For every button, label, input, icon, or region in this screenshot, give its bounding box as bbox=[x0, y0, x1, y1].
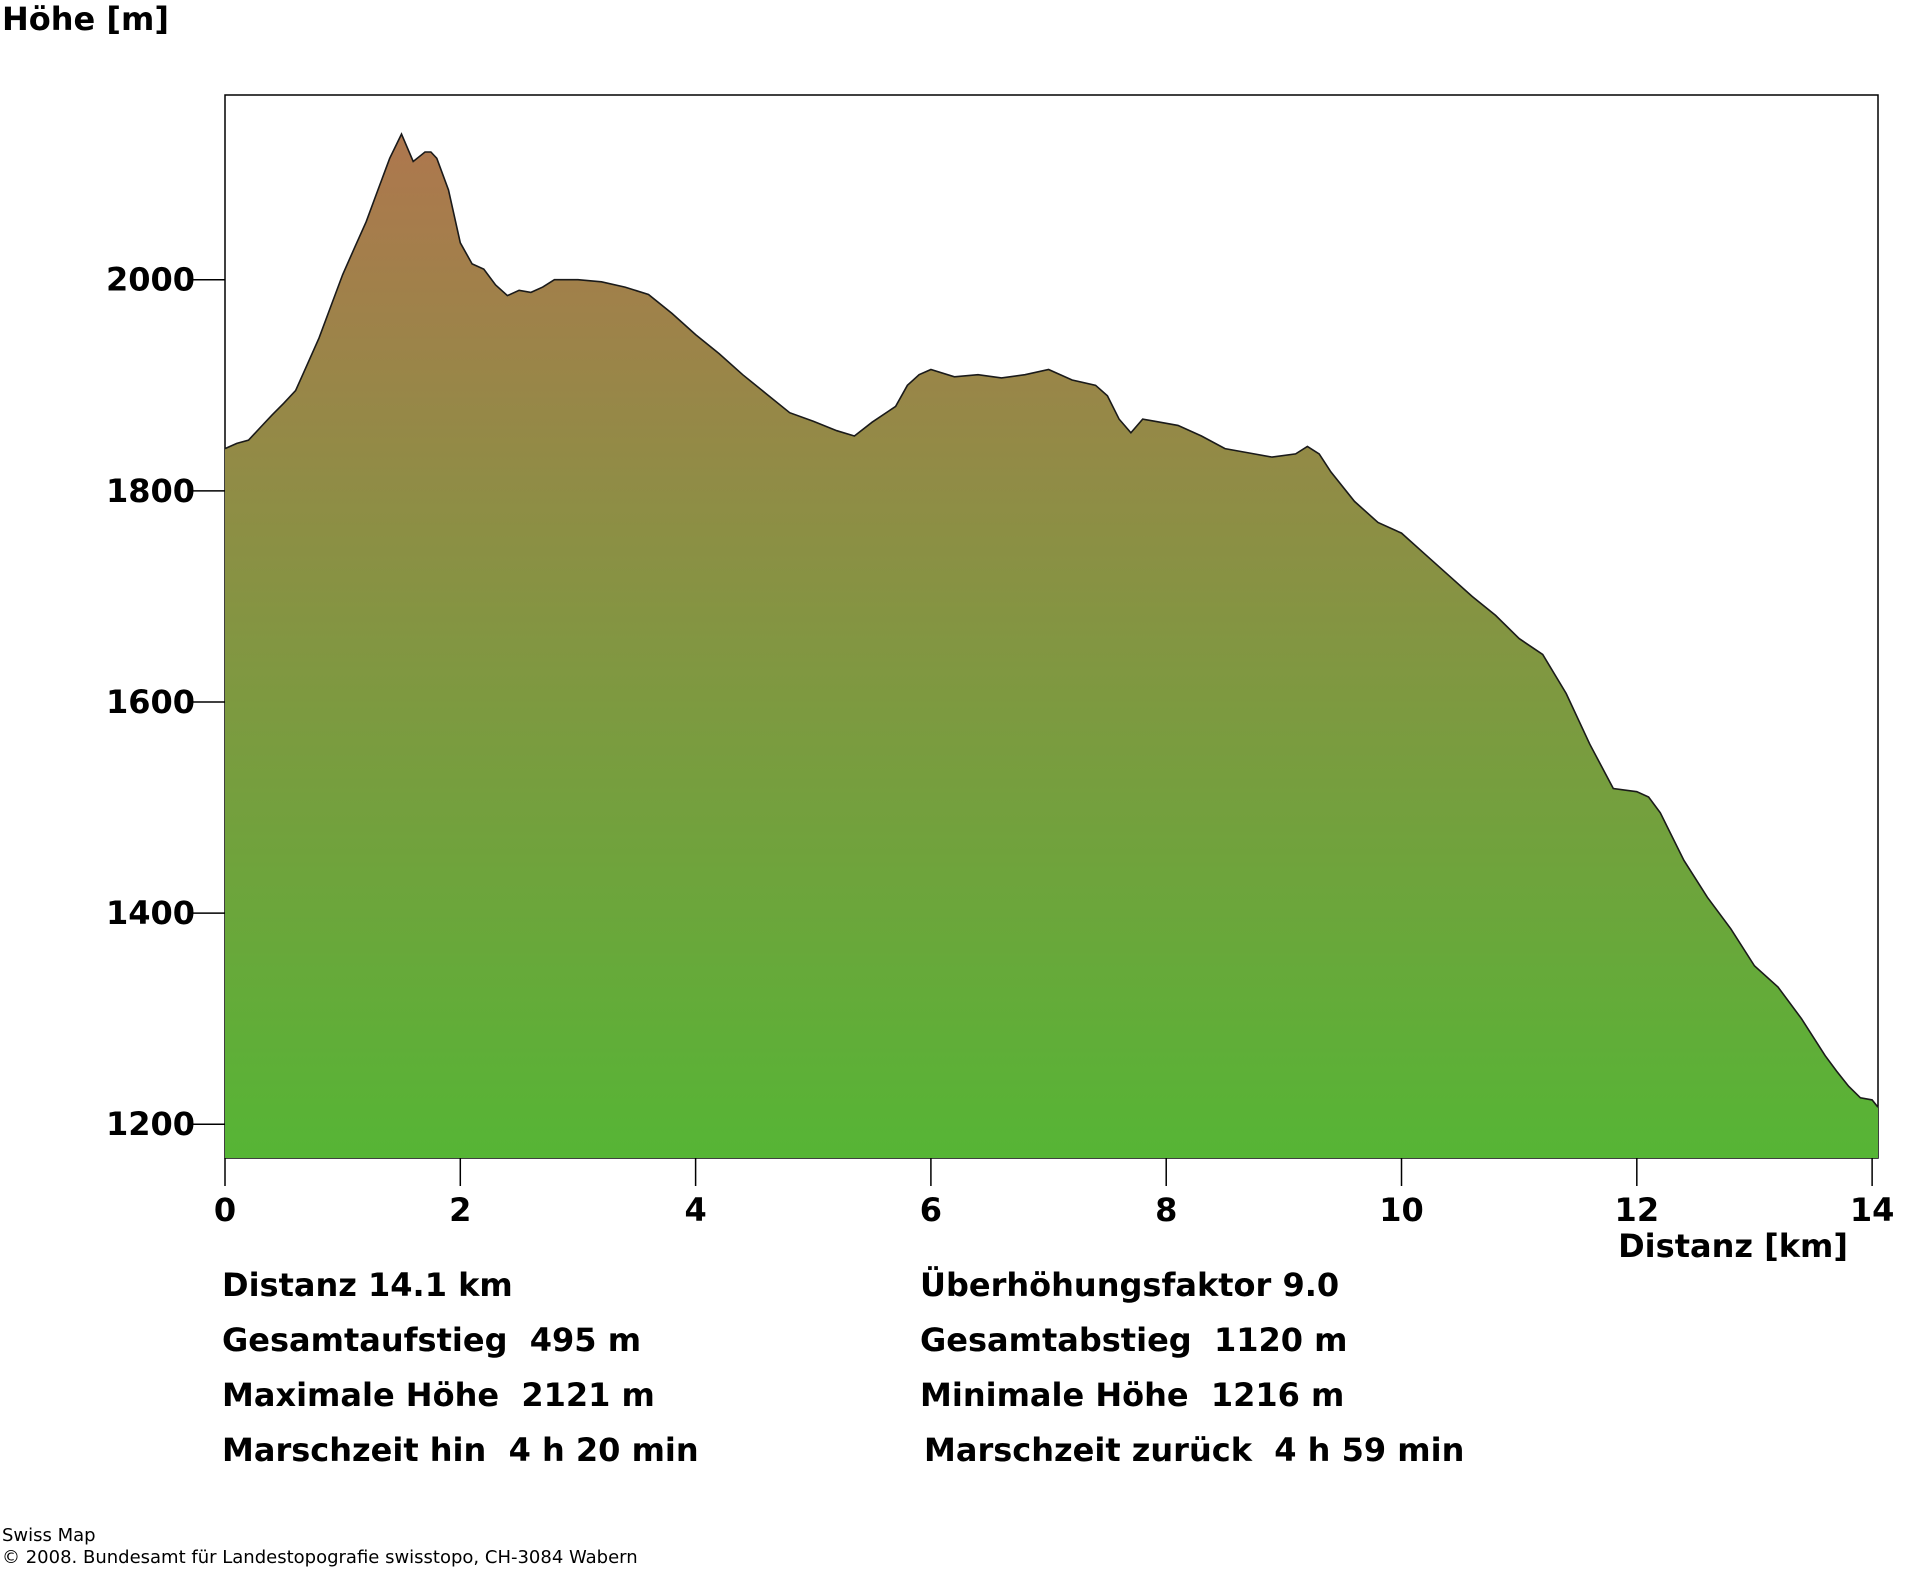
x-tick-label: 14 bbox=[1850, 1191, 1895, 1229]
y-tick-label: 1800 bbox=[106, 472, 195, 510]
elevation-line bbox=[224, 132, 1879, 1108]
x-tick-label: 12 bbox=[1615, 1191, 1660, 1229]
y-tick-label: 2000 bbox=[106, 261, 195, 299]
y-tick-label: 1400 bbox=[106, 894, 195, 932]
stat-maximale-hoehe: Maximale Höhe 2121 m bbox=[222, 1376, 655, 1414]
footer-copyright: © 2008. Bundesamt für Landestopografie s… bbox=[2, 1547, 638, 1568]
y-axis: 1200 1400 1600 1800 2000 bbox=[106, 261, 225, 1143]
stat-marschzeit-zurueck: Marschzeit zurück 4 h 59 min bbox=[924, 1431, 1465, 1469]
elevation-area bbox=[225, 134, 1878, 1159]
y-tick-label: 1600 bbox=[106, 683, 195, 721]
stat-distanz: Distanz 14.1 km bbox=[222, 1266, 513, 1304]
stat-marschzeit-hin: Marschzeit hin 4 h 20 min bbox=[222, 1431, 699, 1469]
x-tick-label: 8 bbox=[1155, 1191, 1177, 1229]
x-axis: 0 2 4 6 8 10 12 14 bbox=[214, 1158, 1895, 1229]
stat-ueberhoehungsfaktor: Überhöhungsfaktor 9.0 bbox=[920, 1266, 1340, 1304]
x-tick-label: 6 bbox=[920, 1191, 942, 1229]
stat-gesamtaufstieg: Gesamtaufstieg 495 m bbox=[222, 1321, 642, 1359]
footer-source: Swiss Map bbox=[2, 1525, 96, 1546]
y-axis-label: Höhe [m] bbox=[2, 0, 169, 38]
x-tick-label: 10 bbox=[1379, 1191, 1424, 1229]
x-axis-label: Distanz [km] bbox=[1618, 1227, 1848, 1265]
x-tick-label: 2 bbox=[449, 1191, 471, 1229]
x-tick-label: 0 bbox=[214, 1191, 236, 1229]
y-tick-label: 1200 bbox=[106, 1105, 195, 1143]
stat-minimale-hoehe: Minimale Höhe 1216 m bbox=[920, 1376, 1345, 1414]
stat-gesamtabstieg: Gesamtabstieg 1120 m bbox=[920, 1321, 1348, 1359]
x-tick-label: 4 bbox=[684, 1191, 706, 1229]
